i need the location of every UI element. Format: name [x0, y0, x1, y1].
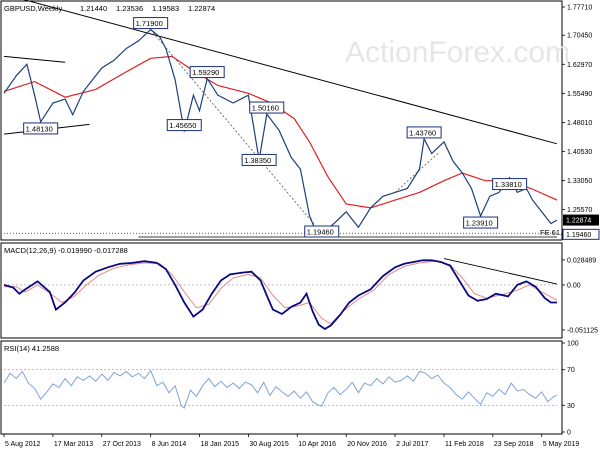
rsi-layer: [3, 369, 558, 409]
price-annotation-label: 1.48130: [26, 124, 53, 133]
price-annotation-label: 1.38350: [244, 156, 271, 165]
rsi-axis-tick-label: 70: [567, 367, 575, 374]
price-annotation-label: 1.59290: [192, 68, 219, 77]
macd-trendline: [443, 258, 558, 285]
price-annotation-label: 1.23910: [466, 219, 493, 228]
price-annotation-label: 1.19460: [307, 228, 334, 237]
watermark-text: ActionForex.com: [345, 36, 570, 69]
price-annotation-label: 1.33810: [495, 180, 522, 189]
rsi-axis-tick-label: 100: [567, 341, 579, 348]
price-layer: 1.71900 1.48130 1.59290 1.45650 1.50160 1.383…: [3, 0, 558, 238]
rsi-axis-tick-label: 30: [567, 403, 575, 410]
price-panel-title: GBPUSD,Weekly: [4, 4, 62, 13]
price-annotation-box: [492, 178, 528, 191]
ohlc-low: 1.19583: [152, 4, 179, 13]
macd-axis-tick-label: 0.028489: [567, 257, 596, 264]
projection-line: [150, 29, 323, 234]
price-annotation-box: [189, 66, 225, 79]
ohlc-open: 1.21440: [80, 4, 107, 13]
price-axis-tick-label: 1.77710: [567, 5, 592, 12]
price-axis-tick-label: 1.48010: [567, 120, 592, 127]
macd-line: [3, 259, 557, 331]
support-level-label: 1.19460: [566, 232, 591, 239]
price-annotation-label: 1.71900: [136, 19, 163, 28]
fe-label: FE 61.8: [540, 228, 566, 237]
price-panel-frame: [0, 0, 563, 241]
current-price-box: [563, 214, 599, 226]
price-annotation-box: [241, 153, 277, 166]
price-annotation-box: [166, 119, 202, 132]
price-axis-tick-label: 1.33050: [567, 178, 592, 185]
current-price-label: 1.22874: [566, 218, 591, 225]
time-axis-tick-label: 27 Oct 2013: [103, 441, 141, 448]
price-annotation-box: [463, 216, 499, 229]
time-axis-tick-label: 30 Aug 2015: [249, 441, 288, 448]
macd-panel-frame: [0, 242, 563, 339]
price-annotation-box: [304, 225, 340, 238]
rsi-panel-frame: [0, 340, 563, 435]
price-annotation-box: [133, 17, 169, 30]
rsi-panel-title: RSI(14) 41.2588: [4, 344, 59, 353]
axes-layer: 1.77710 1.70450 1.62970 1.55490 1.48010 1.405…: [3, 5, 600, 448]
price-axis-tick-label: 1.62970: [567, 62, 592, 69]
support-level-box: [562, 228, 600, 240]
macd-signal-line: [4, 260, 558, 325]
macd-panel-title: MACD(12,26,9) -0.019990 -0.017288: [4, 246, 128, 255]
price-annotation-box: [23, 122, 59, 135]
price-annotation-label: 1.50160: [252, 104, 279, 113]
macd-axis-tick-label: 0.00: [567, 282, 581, 289]
time-axis-tick-label: 17 Mar 2013: [54, 441, 93, 448]
time-axis-tick-label: 20 Nov 2016: [347, 441, 387, 448]
price-annotation-box: [249, 101, 285, 114]
time-axis-tick-label: 8 Jun 2014: [152, 441, 187, 448]
price-axis-tick-label: 1.55490: [567, 91, 592, 98]
time-axis-tick-label: 11 Feb 2018: [445, 441, 484, 448]
resistance-trendline: [23, 0, 558, 145]
price-annotation-label: 1.45650: [169, 121, 196, 130]
time-axis-tick-label: 10 Apr 2016: [298, 441, 336, 448]
price-axis-tick-label: 1.25570: [567, 207, 592, 214]
time-axis-tick-label: 5 Aug 2012: [5, 441, 41, 448]
price-line: [3, 28, 558, 234]
time-axis-tick-label: 2 Jul 2017: [396, 441, 428, 448]
rsi-line: [3, 369, 558, 409]
price-axis-tick-label: 1.40530: [567, 149, 592, 156]
price-annotation-label: 1.43760: [409, 128, 436, 137]
price-annotation-box: [406, 126, 442, 139]
macd-layer: [3, 258, 558, 331]
ohlc-high: 1.23536: [116, 4, 143, 13]
time-axis-tick-label: 5 May 2019: [543, 441, 580, 448]
channel-line-top: [3, 55, 66, 63]
rsi-axis-tick-label: 0: [567, 430, 571, 437]
price-axis-tick-label: 1.70450: [567, 33, 592, 40]
time-axis-tick-label: 18 Jan 2015: [201, 441, 240, 448]
moving-average-line: [3, 55, 558, 209]
time-axis-tick-label: 23 Sep 2018: [494, 441, 534, 448]
macd-axis-tick-label: -0.051125: [567, 327, 598, 334]
ohlc-close: 1.22874: [188, 4, 215, 13]
